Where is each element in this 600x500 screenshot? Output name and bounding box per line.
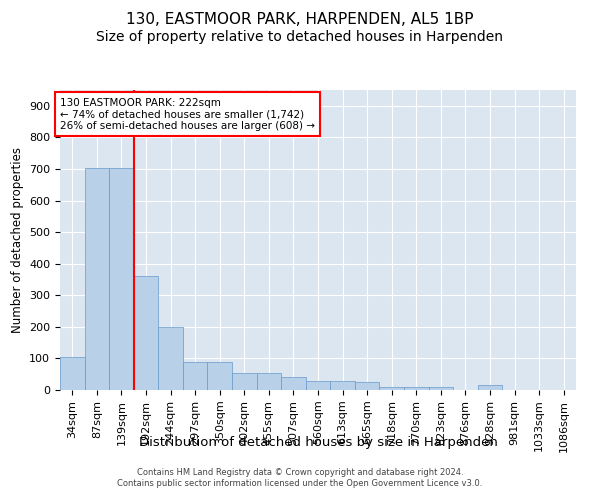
Bar — [60, 358, 85, 390]
Bar — [183, 362, 208, 390]
Y-axis label: Number of detached properties: Number of detached properties — [11, 147, 23, 333]
Text: 130 EASTMOOR PARK: 222sqm
← 74% of detached houses are smaller (1,742)
26% of se: 130 EASTMOOR PARK: 222sqm ← 74% of detac… — [60, 98, 315, 130]
Bar — [208, 362, 232, 390]
Bar — [428, 388, 453, 390]
Bar — [306, 380, 330, 390]
Bar — [330, 380, 355, 390]
Bar — [404, 388, 428, 390]
Text: Distribution of detached houses by size in Harpenden: Distribution of detached houses by size … — [139, 436, 497, 449]
Bar — [109, 168, 134, 390]
Bar — [355, 382, 379, 390]
Bar — [379, 387, 404, 390]
Bar — [257, 372, 281, 390]
Bar — [158, 327, 183, 390]
Bar — [281, 378, 306, 390]
Bar — [85, 168, 109, 390]
Bar — [134, 276, 158, 390]
Text: 130, EASTMOOR PARK, HARPENDEN, AL5 1BP: 130, EASTMOOR PARK, HARPENDEN, AL5 1BP — [126, 12, 474, 28]
Text: Contains HM Land Registry data © Crown copyright and database right 2024.
Contai: Contains HM Land Registry data © Crown c… — [118, 468, 482, 487]
Bar — [478, 386, 502, 390]
Text: Size of property relative to detached houses in Harpenden: Size of property relative to detached ho… — [97, 30, 503, 44]
Bar — [232, 372, 257, 390]
